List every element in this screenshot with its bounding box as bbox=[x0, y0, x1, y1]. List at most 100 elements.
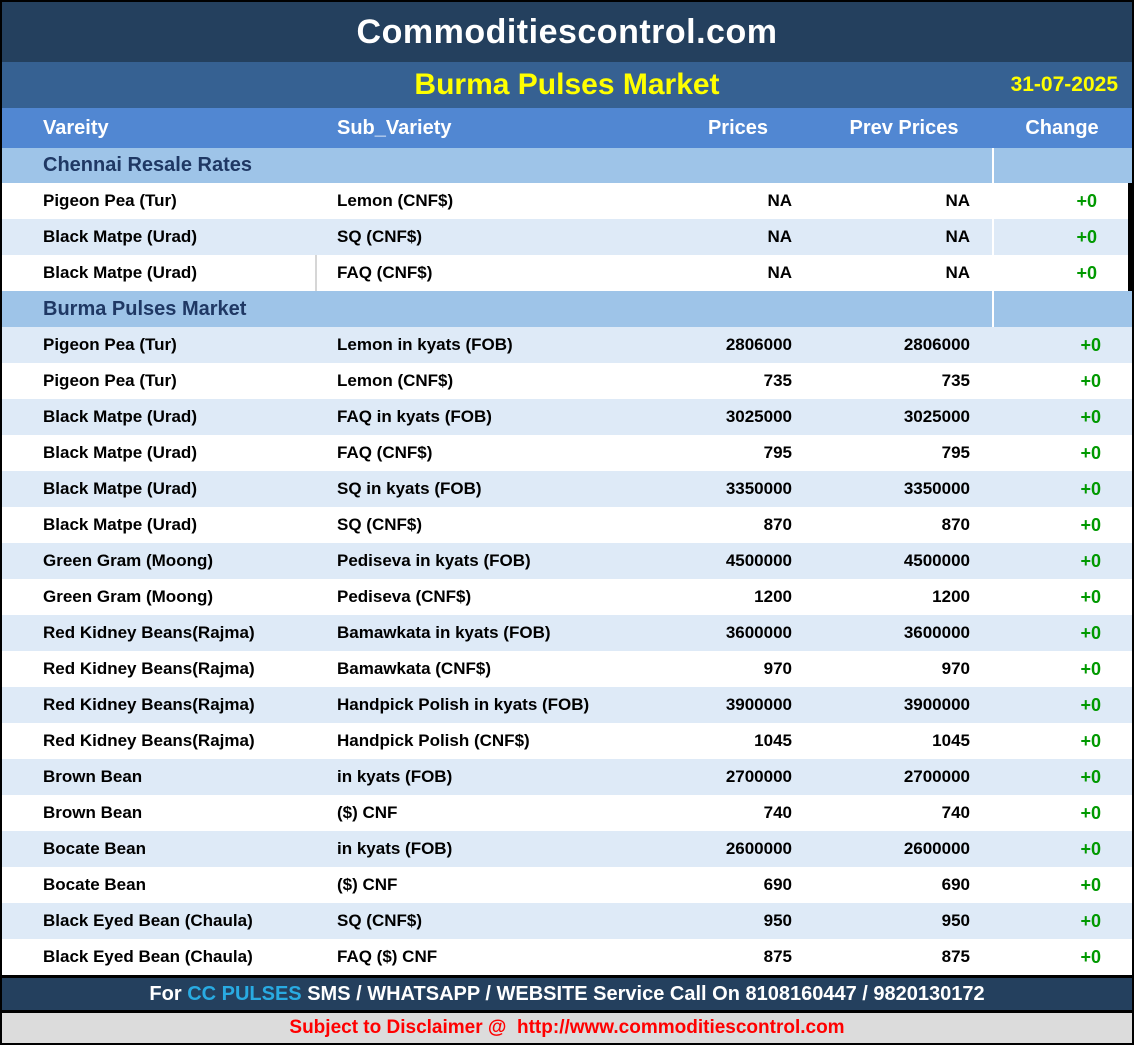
price-cell: 1045 bbox=[754, 731, 792, 750]
prev-price-cell: 740 bbox=[941, 803, 970, 822]
sub-variety-cell: in kyats (FOB) bbox=[337, 767, 453, 786]
variety-cell: Red Kidney Beans(Rajma) bbox=[43, 623, 255, 642]
prev-price-cell: 3900000 bbox=[903, 695, 970, 714]
table-row: Green Gram (Moong) Pediseva in kyats (FO… bbox=[2, 543, 1132, 579]
sub-variety-cell: Handpick Polish (CNF$) bbox=[337, 731, 530, 750]
variety-cell: Green Gram (Moong) bbox=[43, 587, 214, 606]
prev-price-cell: 875 bbox=[941, 947, 970, 966]
price-cell: 1200 bbox=[754, 587, 792, 606]
variety-cell: Black Eyed Bean (Chaula) bbox=[43, 947, 253, 966]
variety-cell: Red Kidney Beans(Rajma) bbox=[43, 695, 255, 714]
variety-cell: Red Kidney Beans(Rajma) bbox=[43, 659, 255, 678]
variety-cell: Brown Bean bbox=[43, 767, 143, 786]
table-row: Pigeon Pea (Tur) Lemon (CNF$) 735 735 +0 bbox=[2, 363, 1132, 399]
change-cell: +0 bbox=[992, 255, 1128, 291]
table-row: Bocate Bean ($) CNF 690 690 +0 bbox=[2, 867, 1132, 903]
change-cell: +0 bbox=[1080, 442, 1101, 463]
price-cell: 950 bbox=[763, 911, 792, 930]
table-row: Black Eyed Bean (Chaula) SQ (CNF$) 950 9… bbox=[2, 903, 1132, 939]
variety-cell: Green Gram (Moong) bbox=[43, 551, 214, 570]
prev-price-cell: 950 bbox=[941, 911, 970, 930]
table-row: Black Matpe (Urad) FAQ (CNF$) 795 795 +0 bbox=[2, 435, 1132, 471]
sub-variety-cell: SQ in kyats (FOB) bbox=[337, 479, 482, 498]
price-cell: 870 bbox=[763, 515, 792, 534]
sub-variety-cell: Lemon (CNF$) bbox=[337, 191, 454, 210]
variety-cell: Black Matpe (Urad) bbox=[2, 255, 317, 291]
section-title: Burma Pulses Market bbox=[43, 297, 247, 320]
site-title: Commoditiescontrol.com bbox=[356, 12, 778, 51]
service-text-prefix: For bbox=[149, 982, 182, 1005]
sub-variety-cell: Lemon in kyats (FOB) bbox=[337, 335, 513, 354]
change-cell: +0 bbox=[1080, 586, 1101, 607]
price-cell: 2700000 bbox=[725, 767, 792, 786]
section-header-row: Chennai Resale Rates bbox=[2, 148, 1132, 183]
prev-price-cell: 1200 bbox=[932, 587, 970, 606]
column-header-prev-prices: Prev Prices bbox=[849, 116, 959, 139]
variety-cell: Black Matpe (Urad) bbox=[43, 479, 197, 498]
column-header-change: Change bbox=[1025, 116, 1099, 139]
price-cell: 735 bbox=[763, 371, 792, 390]
price-cell: NA bbox=[767, 191, 792, 210]
table-row: Red Kidney Beans(Rajma) Handpick Polish … bbox=[2, 687, 1132, 723]
price-cell: NA bbox=[767, 227, 792, 246]
column-gridline bbox=[992, 148, 994, 183]
price-cell: 970 bbox=[763, 659, 792, 678]
table-row: Red Kidney Beans(Rajma) Bamawkata in kya… bbox=[2, 615, 1132, 651]
variety-cell: Brown Bean bbox=[43, 803, 143, 822]
change-cell: +0 bbox=[1080, 694, 1101, 715]
price-cell: 3350000 bbox=[725, 479, 792, 498]
change-cell: +0 bbox=[1080, 838, 1101, 859]
prev-price-cell: 970 bbox=[941, 659, 970, 678]
change-cell: +0 bbox=[1080, 946, 1101, 967]
disclaimer-link[interactable]: Subject to Disclaimer @ http://www.commo… bbox=[289, 1017, 845, 1038]
change-cell: +0 bbox=[1080, 658, 1101, 679]
prev-price-cell: 3025000 bbox=[903, 407, 970, 426]
table-row: Black Matpe (Urad) SQ (CNF$) NA NA +0 bbox=[2, 219, 1132, 255]
price-cell: 875 bbox=[763, 947, 792, 966]
sub-variety-cell: SQ (CNF$) bbox=[337, 227, 422, 246]
variety-cell: Black Matpe (Urad) bbox=[43, 227, 197, 246]
prev-price-cell: 2700000 bbox=[903, 767, 970, 786]
variety-cell: Pigeon Pea (Tur) bbox=[43, 371, 177, 390]
sub-variety-cell: Pediseva in kyats (FOB) bbox=[337, 551, 531, 570]
prev-price-cell: 1045 bbox=[932, 731, 970, 750]
change-cell: +0 bbox=[1080, 802, 1101, 823]
table-row: Red Kidney Beans(Rajma) Bamawkata (CNF$)… bbox=[2, 651, 1132, 687]
column-gridline bbox=[992, 291, 994, 327]
variety-cell: Black Matpe (Urad) bbox=[43, 443, 197, 462]
service-bar: For CC PULSES SMS / WHATSAPP / WEBSITE S… bbox=[2, 975, 1132, 1013]
sub-variety-cell: Lemon (CNF$) bbox=[337, 371, 454, 390]
sub-variety-cell: FAQ (CNF$) bbox=[337, 443, 433, 462]
prev-price-cell: NA bbox=[945, 191, 970, 210]
column-header-sub-variety: Sub_Variety bbox=[337, 116, 452, 139]
table-row: Green Gram (Moong) Pediseva (CNF$) 1200 … bbox=[2, 579, 1132, 615]
change-cell: +0 bbox=[1080, 766, 1101, 787]
change-cell: +0 bbox=[1080, 910, 1101, 931]
change-cell: +0 bbox=[1080, 406, 1101, 427]
sub-variety-cell: ($) CNF bbox=[337, 803, 398, 822]
variety-cell: Bocate Bean bbox=[43, 875, 146, 894]
change-cell: +0 bbox=[992, 183, 1128, 219]
price-cell: 690 bbox=[763, 875, 792, 894]
table-row: Black Matpe (Urad) FAQ in kyats (FOB) 30… bbox=[2, 399, 1132, 435]
sub-variety-cell: FAQ ($) CNF bbox=[337, 947, 438, 966]
sub-variety-cell: FAQ in kyats (FOB) bbox=[337, 407, 492, 426]
price-cell: 2600000 bbox=[725, 839, 792, 858]
price-cell: 4500000 bbox=[725, 551, 792, 570]
variety-cell: Bocate Bean bbox=[43, 839, 146, 858]
change-cell: +0 bbox=[1080, 514, 1101, 535]
report-title: Burma Pulses Market bbox=[414, 68, 720, 101]
change-cell: +0 bbox=[1080, 370, 1101, 391]
disclaimer-bar: Subject to Disclaimer @ http://www.commo… bbox=[2, 1013, 1132, 1043]
variety-cell: Pigeon Pea (Tur) bbox=[43, 191, 177, 210]
price-cell: 795 bbox=[763, 443, 792, 462]
sub-variety-cell: Handpick Polish in kyats (FOB) bbox=[337, 695, 590, 714]
title-bar: Commoditiescontrol.com bbox=[2, 2, 1132, 62]
variety-cell: Red Kidney Beans(Rajma) bbox=[43, 731, 255, 750]
prev-price-cell: 4500000 bbox=[903, 551, 970, 570]
prev-price-cell: 795 bbox=[941, 443, 970, 462]
column-header-row: Vareity Sub_Variety Prices Prev Prices C… bbox=[2, 108, 1132, 148]
prev-price-cell: 3350000 bbox=[903, 479, 970, 498]
change-cell: +0 bbox=[1080, 622, 1101, 643]
